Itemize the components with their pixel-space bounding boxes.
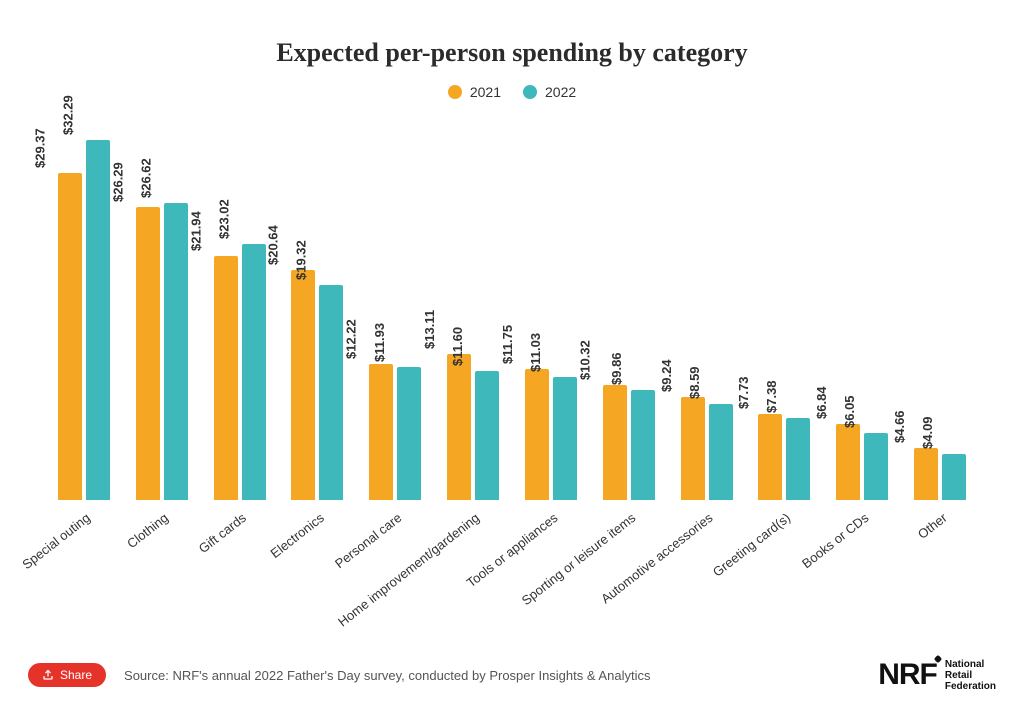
x-label-slot: Special outing — [45, 502, 123, 642]
logo-fullname: National Retail Federation — [945, 659, 996, 692]
x-label-slot: Books or CDs — [823, 502, 901, 642]
legend-item[interactable]: 2021 — [448, 84, 501, 100]
bar-value-label: $26.62 — [138, 159, 153, 204]
bar[interactable]: $23.02 — [242, 244, 266, 501]
bar[interactable]: $32.29 — [86, 140, 110, 500]
bar-value-label: $9.86 — [609, 353, 624, 391]
bar-value-label: $20.64 — [266, 225, 281, 270]
bar[interactable]: $6.84 — [836, 424, 860, 500]
share-button-label: Share — [60, 668, 92, 682]
bar-value-label: $4.09 — [920, 417, 935, 455]
bar-group: $6.84$6.05 — [823, 424, 901, 500]
legend-swatch — [523, 85, 537, 99]
bar-value-label: $10.32 — [577, 340, 592, 385]
bar-group: $7.73$7.38 — [745, 414, 823, 500]
bar[interactable]: $4.66 — [914, 448, 938, 500]
bar-value-label: $29.37 — [33, 128, 48, 173]
bar[interactable]: $26.62 — [164, 203, 188, 500]
bar[interactable]: $26.29 — [136, 207, 160, 500]
bar[interactable]: $20.64 — [291, 270, 315, 500]
legend-item[interactable]: 2022 — [523, 84, 576, 100]
bar-value-label: $9.24 — [659, 360, 674, 398]
footer: Share Source: NRF's annual 2022 Father's… — [28, 658, 996, 692]
bar[interactable]: $7.38 — [786, 418, 810, 500]
bar-value-label: $13.11 — [422, 310, 437, 354]
bar[interactable]: $11.75 — [525, 369, 549, 500]
bar-value-label: $32.29 — [61, 95, 76, 140]
x-label: Gift cards — [196, 510, 249, 556]
bar-value-label: $6.05 — [842, 395, 857, 433]
nrf-logo: NRF National Retail Federation — [878, 658, 996, 692]
bar-group: $13.11$11.60 — [434, 354, 512, 500]
bar-value-label: $7.38 — [765, 380, 780, 418]
x-label-slot: Gift cards — [201, 502, 279, 642]
bar[interactable]: $8.59 — [709, 404, 733, 500]
bar-value-label: $23.02 — [216, 199, 231, 244]
share-icon — [42, 669, 54, 681]
x-label-slot: Clothing — [123, 502, 201, 642]
bar[interactable]: $29.37 — [58, 173, 82, 500]
x-label-slot: Automotive accessories — [668, 502, 746, 642]
bar[interactable]: $9.86 — [631, 390, 655, 500]
source-text: Source: NRF's annual 2022 Father's Day s… — [124, 668, 650, 683]
bar-value-label: $21.94 — [188, 211, 203, 256]
x-axis-labels: Special outingClothingGift cardsElectron… — [40, 502, 984, 642]
x-label: Clothing — [124, 510, 171, 551]
bar-value-label: $11.75 — [500, 325, 515, 369]
bar-group: $21.94$23.02 — [201, 244, 279, 501]
bar[interactable]: $7.73 — [758, 414, 782, 500]
bars-container: $29.37$32.29$26.29$26.62$21.94$23.02$20.… — [40, 110, 984, 500]
bar[interactable]: $9.24 — [681, 397, 705, 500]
bar-value-label: $11.93 — [372, 323, 387, 367]
bar-group: $12.22$11.93 — [356, 364, 434, 500]
legend-label: 2022 — [545, 84, 576, 100]
chart-title: Expected per-person spending by category — [0, 0, 1024, 68]
bar[interactable]: $4.09 — [942, 454, 966, 500]
legend-label: 2021 — [470, 84, 501, 100]
x-label-slot: Other — [901, 502, 979, 642]
legend-swatch — [448, 85, 462, 99]
bar-value-label: $26.29 — [110, 162, 125, 207]
bar[interactable]: $13.11 — [447, 354, 471, 500]
bar-value-label: $11.60 — [450, 327, 465, 371]
share-button[interactable]: Share — [28, 663, 106, 687]
logo-abbrev: NRF — [878, 658, 937, 692]
bar[interactable]: $10.32 — [603, 385, 627, 500]
bar[interactable]: $11.60 — [475, 371, 499, 500]
bar-value-label: $19.32 — [294, 240, 309, 285]
bar-value-label: $8.59 — [687, 367, 702, 405]
x-label-slot: Greeting card(s) — [745, 502, 823, 642]
bar-value-label: $6.84 — [814, 386, 829, 424]
bar-group: $4.66$4.09 — [901, 448, 979, 500]
bar-group: $20.64$19.32 — [278, 270, 356, 500]
bar[interactable]: $11.93 — [397, 367, 421, 500]
legend: 2021 2022 — [0, 84, 1024, 100]
bar[interactable]: $19.32 — [319, 285, 343, 500]
x-label: Other — [914, 510, 949, 542]
bar[interactable]: $21.94 — [214, 256, 238, 500]
bar-value-label: $12.22 — [344, 319, 359, 364]
bar[interactable]: $12.22 — [369, 364, 393, 500]
x-label: Special outing — [20, 510, 94, 572]
bar[interactable]: $6.05 — [864, 433, 888, 500]
bar-value-label: $4.66 — [892, 411, 907, 449]
bar-group: $10.32$9.86 — [590, 385, 668, 500]
bar-group: $11.75$11.03 — [512, 369, 590, 500]
bar-value-label: $11.03 — [528, 333, 543, 377]
chart-area: $29.37$32.29$26.29$26.62$21.94$23.02$20.… — [40, 110, 984, 500]
bar-value-label: $7.73 — [737, 376, 752, 414]
bar[interactable]: $11.03 — [553, 377, 577, 500]
bar-group: $9.24$8.59 — [668, 397, 746, 500]
